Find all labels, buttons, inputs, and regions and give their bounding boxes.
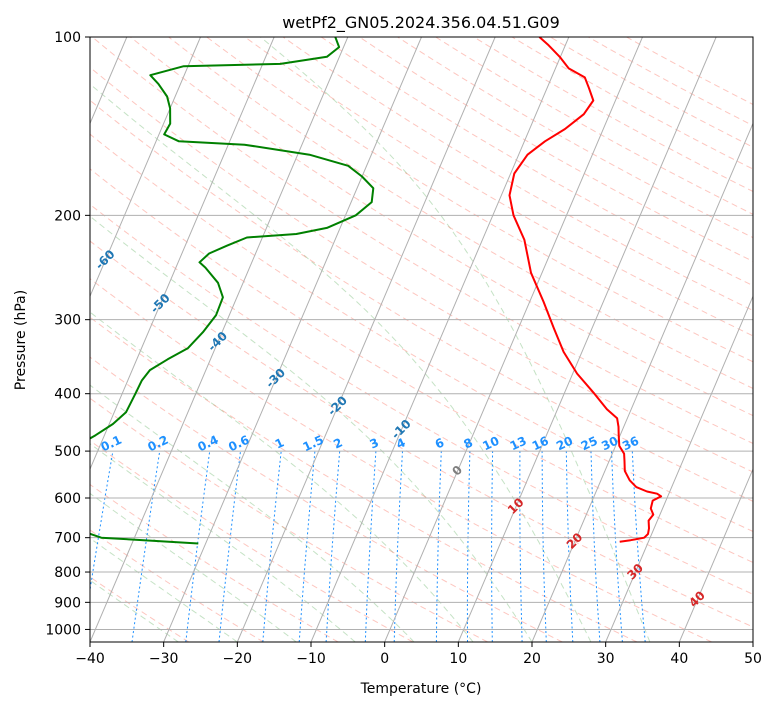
x-tick-label: 50 — [744, 651, 762, 667]
x-tick-label: −20 — [223, 651, 253, 667]
y-tick-label: 600 — [54, 491, 81, 507]
isotherm-line — [310, 37, 570, 642]
y-tick-label: 100 — [54, 30, 81, 46]
x-tick-label: 40 — [670, 651, 688, 667]
moist-adiabat-line — [260, 37, 651, 642]
mixing-ratio-line — [519, 451, 523, 642]
y-tick-label: 200 — [54, 208, 81, 224]
dry-adiabat-line — [168, 37, 753, 389]
moist-adiabat-line — [90, 579, 179, 642]
x-tick-label: −30 — [149, 651, 179, 667]
grid-lines — [90, 37, 753, 630]
y-axis-ticks: 100 200 300 400 500 600 700 800 900 1000 — [45, 30, 90, 638]
moist-adiabat-line — [90, 492, 297, 642]
isotherm-line — [90, 37, 275, 471]
y-tick-label: 500 — [54, 444, 81, 460]
x-tick-label: −10 — [296, 651, 326, 667]
mixing-ratio-line — [131, 451, 161, 642]
isotherm-line — [384, 37, 643, 642]
mixing-ratio-line — [541, 451, 547, 642]
dry-adiabat-line — [90, 440, 414, 642]
mixing-ratio-line — [262, 451, 282, 642]
mixing-ratio-line — [325, 451, 341, 642]
mixing-ratio-line — [185, 451, 211, 642]
chart-title: wetPf2_GN05.2024.356.04.51.G09 — [282, 13, 560, 33]
x-tick-label: 0 — [380, 651, 389, 667]
isotherm-line — [90, 37, 201, 298]
mixing-ratio-label: 25 — [579, 434, 600, 454]
dry-adiabat-line — [90, 240, 753, 628]
x-axis-ticks: −40 −30 −20 −10 0 10 20 30 40 50 — [75, 642, 762, 667]
mixing-ratio-line — [90, 451, 114, 593]
mixing-ratio-label: 20 — [554, 434, 575, 454]
dry-adiabat-line — [91, 37, 753, 445]
mixing-ratio-line — [435, 451, 442, 642]
x-tick-label: 10 — [449, 651, 467, 667]
mixing-ratio-line — [491, 451, 494, 642]
isotherm-line — [678, 467, 753, 642]
y-axis-label: Pressure (hPa) — [13, 290, 29, 390]
dewpoint-profile-line — [90, 37, 375, 545]
isotherms — [90, 37, 753, 642]
mixing-ratio-label: 13 — [508, 434, 529, 454]
mixing-ratio-line — [218, 451, 241, 642]
y-tick-label: 800 — [54, 565, 81, 581]
x-tick-label: 30 — [597, 651, 615, 667]
dry-adiabat-line — [90, 356, 563, 642]
x-tick-label: −40 — [75, 651, 105, 667]
y-tick-label: 900 — [54, 595, 81, 611]
dry-adiabat-line — [90, 316, 638, 642]
temperature-profile-line — [508, 37, 663, 543]
dry-adiabats — [90, 37, 753, 642]
y-tick-label: 700 — [54, 531, 81, 547]
isotherm-line — [90, 37, 349, 642]
moist-adiabat-line — [90, 215, 533, 642]
dry-adiabat-line — [206, 37, 753, 363]
plot-area: -100-90-80-70-60-50-40-30-20-10010203040… — [90, 37, 753, 642]
mixing-ratio-line — [364, 451, 377, 642]
x-axis-label: Temperature (°C) — [360, 681, 482, 697]
x-tick-label: 20 — [523, 651, 541, 667]
dry-adiabat-line — [90, 203, 753, 595]
isotherm-line — [163, 37, 422, 642]
y-tick-label: 400 — [54, 387, 81, 403]
isotherm-line — [457, 37, 717, 642]
dry-adiabat-line — [90, 133, 753, 533]
y-tick-label: 300 — [54, 313, 81, 329]
dry-adiabat-line — [130, 37, 753, 417]
isotherm-line — [605, 295, 753, 642]
mixing-ratio-label: 30 — [599, 434, 620, 454]
sounding-series — [90, 37, 663, 545]
mixing-ratio-line — [298, 451, 316, 642]
dry-adiabat-line — [90, 168, 753, 563]
mixing-ratio-label: 10 — [480, 434, 501, 454]
mixing-ratio-label: 16 — [530, 434, 551, 454]
plot-frame — [89, 36, 754, 643]
dry-adiabat-line — [90, 66, 753, 473]
mixing-ratio-label: 36 — [620, 434, 641, 454]
moist-adiabat-line — [90, 311, 474, 642]
y-tick-label: 1000 — [45, 622, 81, 638]
isotherm-line — [531, 122, 753, 642]
mixing-ratio-line — [466, 451, 471, 642]
mixing-ratio-line — [393, 451, 403, 642]
moist-adiabat-line — [90, 537, 238, 642]
mixing-ratio-line — [631, 451, 646, 642]
mixing-ratio-line — [590, 451, 601, 642]
isotherm-line — [236, 37, 496, 642]
